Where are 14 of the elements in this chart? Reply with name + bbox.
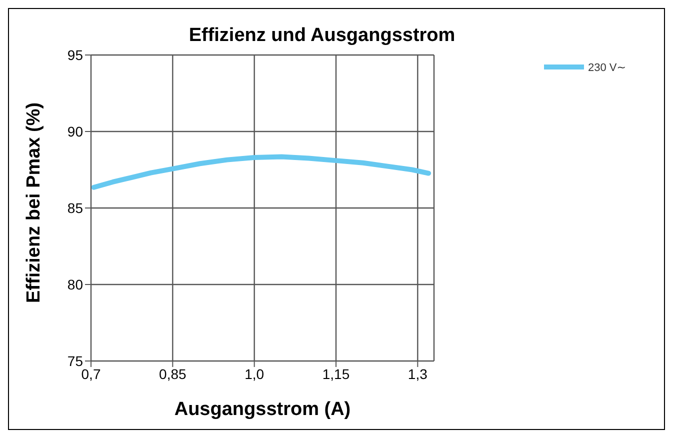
y-axis-title: Effizienz bei Pmax (%) (24, 102, 45, 303)
y-tick-label: 95 (67, 46, 84, 63)
y-tick-label: 80 (67, 276, 84, 292)
x-tick-label: 1,15 (322, 366, 350, 382)
x-tick-label: 1,3 (408, 366, 428, 382)
x-tick-label: 0,85 (159, 366, 187, 382)
x-tick-label: 0,7 (81, 366, 101, 382)
x-axis-title: Ausgangsstrom (A) (174, 399, 351, 420)
chart-title: Effizienz und Ausgangsstrom (188, 25, 456, 47)
x-tick-label: 1,0 (244, 366, 264, 382)
y-tick-label: 85 (67, 200, 84, 216)
y-tick-label: 75 (67, 352, 84, 369)
y-tick-label: 90 (67, 123, 84, 140)
legend-label: 230 V∼ (588, 62, 626, 74)
